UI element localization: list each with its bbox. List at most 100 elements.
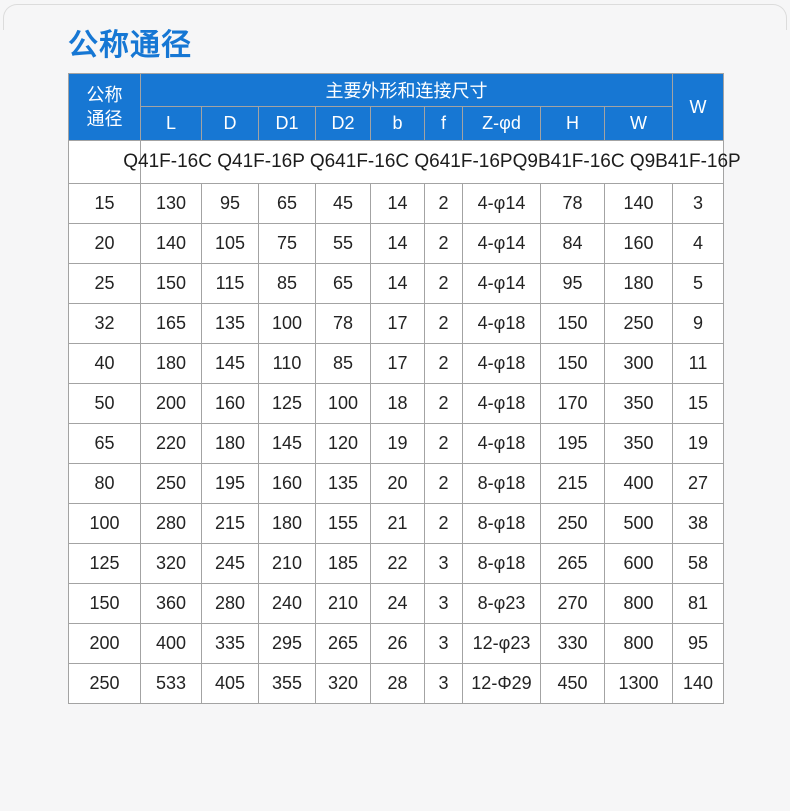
table-cell: 400 bbox=[140, 623, 202, 664]
table-cell: 3 bbox=[424, 583, 463, 624]
header-subcolumns-row: L D D1 D2 b f Z-φd H W bbox=[69, 106, 724, 141]
table-cell: 3 bbox=[672, 183, 725, 224]
table-cell: 3 bbox=[424, 623, 463, 664]
table-cell: 19 bbox=[672, 423, 725, 464]
table-row-dn-20: 20 140 105 75 55 14 2 4-φ14 84 160 4 bbox=[68, 223, 725, 264]
table-cell: 800 bbox=[603, 583, 674, 624]
table-cell: 200 bbox=[140, 383, 202, 424]
header-subcol-W: W bbox=[603, 106, 674, 141]
table-row-dn-65: 65 220 180 145 120 19 2 4-φ18 195 350 19 bbox=[68, 423, 725, 464]
table-cell: 19 bbox=[370, 423, 425, 464]
table-cell: 265 bbox=[540, 543, 605, 584]
table-cell: 81 bbox=[672, 583, 725, 624]
table-cell: 2 bbox=[424, 263, 463, 304]
table-cell: 240 bbox=[258, 583, 316, 624]
table-cell: 45 bbox=[315, 183, 371, 224]
table-cell: 65 bbox=[68, 423, 141, 464]
table-cell: 215 bbox=[540, 463, 605, 504]
table-cell: 100 bbox=[68, 503, 141, 544]
table-cell: 145 bbox=[201, 343, 259, 384]
table-cell: 150 bbox=[68, 583, 141, 624]
table-cell: 335 bbox=[201, 623, 259, 664]
table-cell: 2 bbox=[424, 343, 463, 384]
table-cell: 65 bbox=[258, 183, 316, 224]
table-cell: 150 bbox=[140, 263, 202, 304]
model-list: Q41F-16C Q41F-16P Q641F-16C Q641F-16PQ9B… bbox=[123, 151, 741, 172]
header-subcol-D: D bbox=[201, 106, 259, 141]
header-subcol-H: H bbox=[540, 106, 605, 141]
table-cell: 95 bbox=[540, 263, 605, 304]
table-cell: 165 bbox=[140, 303, 202, 344]
table-cell: 2 bbox=[424, 503, 463, 544]
model-row-spacer bbox=[68, 140, 141, 184]
table-cell: 185 bbox=[315, 543, 371, 584]
table-cell: 2 bbox=[424, 303, 463, 344]
table-cell: 140 bbox=[140, 223, 202, 264]
table-cell: 350 bbox=[603, 423, 674, 464]
table-cell: 38 bbox=[672, 503, 725, 544]
table-cell: 105 bbox=[201, 223, 259, 264]
header-subcol-D1: D1 bbox=[258, 106, 316, 141]
table-cell: 400 bbox=[603, 463, 674, 504]
table-cell: 150 bbox=[540, 343, 605, 384]
table-cell: 17 bbox=[370, 303, 425, 344]
table-row-dn-80: 80 250 195 160 135 20 2 8-φ18 215 400 27 bbox=[68, 463, 725, 504]
table-cell: 160 bbox=[603, 223, 674, 264]
header-subcol-f: f bbox=[424, 106, 463, 141]
nominal-line-2: 通径 bbox=[86, 109, 123, 129]
table-cell: 140 bbox=[672, 663, 725, 704]
table-cell: 120 bbox=[315, 423, 371, 464]
table-cell: 4-φ18 bbox=[462, 423, 541, 464]
table-cell: 4 bbox=[672, 223, 725, 264]
table-cell: 180 bbox=[201, 423, 259, 464]
table-cell: 78 bbox=[315, 303, 371, 344]
table-cell: 12-Φ29 bbox=[462, 663, 541, 704]
header-subcol-L: L bbox=[140, 106, 202, 141]
table-cell: 3 bbox=[424, 663, 463, 704]
table-cell: 210 bbox=[315, 583, 371, 624]
table-cell: 2 bbox=[424, 223, 463, 264]
table-cell: 405 bbox=[201, 663, 259, 704]
table-cell: 135 bbox=[201, 303, 259, 344]
table-cell: 3 bbox=[424, 543, 463, 584]
table-cell: 155 bbox=[315, 503, 371, 544]
table-cell: 280 bbox=[140, 503, 202, 544]
table-cell: 250 bbox=[603, 303, 674, 344]
table-cell: 65 bbox=[315, 263, 371, 304]
table-cell: 800 bbox=[603, 623, 674, 664]
table-cell: 21 bbox=[370, 503, 425, 544]
table-cell: 115 bbox=[201, 263, 259, 304]
table-cell: 2 bbox=[424, 383, 463, 424]
table-cell: 5 bbox=[672, 263, 725, 304]
table-cell: 355 bbox=[258, 663, 316, 704]
table-cell: 130 bbox=[140, 183, 202, 224]
table-cell: 15 bbox=[68, 183, 141, 224]
table-row-dn-15: 15 130 95 65 45 14 2 4-φ14 78 140 3 bbox=[68, 183, 725, 224]
table-cell: 180 bbox=[258, 503, 316, 544]
table-cell: 32 bbox=[68, 303, 141, 344]
table-cell: 24 bbox=[370, 583, 425, 624]
table-cell: 78 bbox=[540, 183, 605, 224]
table-cell: 220 bbox=[140, 423, 202, 464]
header-group-row: 公称 通径 主要外形和连接尺寸 W bbox=[68, 73, 725, 141]
table-cell: 140 bbox=[603, 183, 674, 224]
table-cell: 320 bbox=[315, 663, 371, 704]
table-cell: 160 bbox=[258, 463, 316, 504]
table-cell: 295 bbox=[258, 623, 316, 664]
table-cell: 265 bbox=[315, 623, 371, 664]
header-nominal-diameter: 公称 通径 bbox=[68, 73, 141, 141]
table-cell: 95 bbox=[672, 623, 725, 664]
model-list-cell: Q41F-16C Q41F-16P Q641F-16C Q641F-16PQ9B… bbox=[123, 140, 741, 184]
table-cell: 125 bbox=[68, 543, 141, 584]
table-cell: 300 bbox=[603, 343, 674, 384]
table-cell: 11 bbox=[672, 343, 725, 384]
table-cell: 2 bbox=[424, 183, 463, 224]
table-row-dn-25: 25 150 115 85 65 14 2 4-φ14 95 180 5 bbox=[68, 263, 725, 304]
table-cell: 100 bbox=[315, 383, 371, 424]
table-cell: 2 bbox=[424, 463, 463, 504]
table-cell: 150 bbox=[540, 303, 605, 344]
table-cell: 4-φ18 bbox=[462, 383, 541, 424]
table-cell: 50 bbox=[68, 383, 141, 424]
table-row-dn-250: 250 533 405 355 320 28 3 12-Φ29 450 1300 140 bbox=[68, 663, 725, 704]
table-cell: 125 bbox=[258, 383, 316, 424]
